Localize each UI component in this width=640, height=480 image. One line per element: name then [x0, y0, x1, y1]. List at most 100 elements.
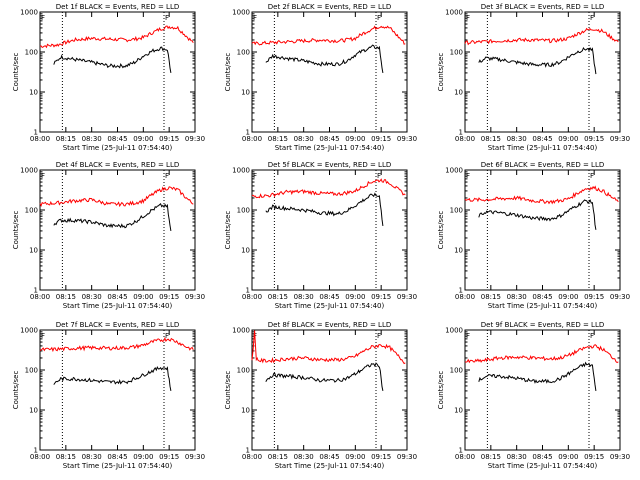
x-tick-label: 08:30: [294, 453, 314, 461]
y-tick-label: 1000: [20, 167, 38, 175]
y-tick-label: 10: [29, 407, 38, 415]
y-tick-label: 1: [459, 129, 463, 137]
panel-7: Det 7f BLACK = Events, RED = LLD 1 10 100 10…: [12, 321, 205, 470]
x-axis-label: Start Time (25-Jul-11 07:54:40): [275, 144, 385, 152]
y-tick-label: 1000: [20, 327, 38, 335]
x-axis-label: Start Time (25-Jul-11 07:54:40): [275, 302, 385, 310]
y-tick-label: 100: [450, 207, 463, 215]
flag-marker: F: [590, 332, 594, 340]
y-tick-label: 100: [237, 49, 250, 57]
y-tick-label: 1000: [232, 167, 250, 175]
x-tick-label: 08:00: [242, 293, 262, 301]
flag-marker: F: [165, 172, 169, 180]
x-tick-label: 09:00: [558, 453, 578, 461]
y-axis-label: Counts/sec: [224, 211, 232, 250]
x-tick-label: 08:45: [107, 293, 127, 301]
series-line-black: [478, 198, 597, 230]
x-tick-label: 08:15: [268, 135, 288, 143]
series-line-black: [265, 192, 384, 226]
x-tick-label: 09:30: [397, 135, 417, 143]
x-tick-label: 09:15: [584, 453, 604, 461]
x-tick-label: 08:00: [455, 135, 475, 143]
x-tick-label: 08:15: [481, 453, 501, 461]
x-tick-label: 08:45: [107, 453, 127, 461]
x-tick-label: 09:00: [345, 453, 365, 461]
panel-8: Det 8f BLACK = Events, RED = LLD 1 10 100 10…: [224, 321, 417, 470]
x-tick-label: 09:30: [610, 453, 630, 461]
series-line-black: [53, 202, 172, 231]
y-axis-label: Counts/sec: [12, 53, 20, 92]
x-tick-label: 08:15: [481, 293, 501, 301]
y-tick-label: 1: [459, 447, 463, 455]
x-tick-label: 09:00: [558, 135, 578, 143]
plot-frame: [464, 329, 621, 451]
x-tick-label: 09:30: [397, 293, 417, 301]
x-tick-label: 08:00: [30, 293, 50, 301]
y-tick-label: 100: [25, 207, 38, 215]
x-tick-label: 09:30: [185, 293, 205, 301]
x-tick-label: 08:30: [507, 293, 527, 301]
x-tick-label: 09:30: [185, 453, 205, 461]
series-line-red: [251, 25, 406, 46]
panel-title: Det 1f BLACK = Events, RED = LLD: [56, 3, 179, 11]
x-tick-label: 08:30: [507, 135, 527, 143]
series-line-black: [265, 362, 384, 392]
y-tick-label: 1000: [445, 9, 463, 17]
y-tick-label: 1: [246, 129, 250, 137]
x-tick-label: 09:00: [133, 453, 153, 461]
y-tick-label: 100: [450, 367, 463, 375]
panel-title: Det 7f BLACK = Events, RED = LLD: [56, 321, 179, 329]
y-axis-label: Counts/sec: [224, 371, 232, 410]
flag-marker: F: [466, 172, 470, 180]
x-tick-label: 08:45: [319, 453, 339, 461]
plot-frame: [251, 169, 408, 291]
flag-marker: F: [41, 332, 45, 340]
y-tick-label: 100: [237, 367, 250, 375]
x-tick-label: 08:30: [294, 293, 314, 301]
x-tick-label: 08:15: [56, 453, 76, 461]
x-tick-label: 09:15: [584, 293, 604, 301]
panel-title: Det 4f BLACK = Events, RED = LLD: [56, 161, 179, 169]
flag-marker: F: [377, 172, 381, 180]
x-tick-label: 08:00: [455, 293, 475, 301]
x-tick-label: 09:30: [397, 453, 417, 461]
y-tick-label: 10: [454, 247, 463, 255]
y-tick-label: 1000: [232, 9, 250, 17]
panel-9: Det 9f BLACK = Events, RED = LLD 1 10 100 10…: [437, 321, 630, 470]
x-tick-label: 09:30: [185, 135, 205, 143]
x-tick-label: 09:00: [133, 293, 153, 301]
plot-frame: [39, 11, 196, 133]
flag-marker: F: [41, 172, 45, 180]
flag-marker: F: [466, 14, 470, 22]
x-tick-label: 09:00: [345, 135, 365, 143]
y-axis-label: Counts/sec: [437, 53, 445, 92]
y-axis-label: Counts/sec: [12, 371, 20, 410]
x-axis-label: Start Time (25-Jul-11 07:54:40): [63, 302, 173, 310]
y-tick-label: 1000: [445, 167, 463, 175]
plot-frame: [464, 169, 621, 291]
x-tick-label: 08:30: [294, 135, 314, 143]
y-tick-label: 1: [34, 287, 38, 295]
flag-marker: F: [165, 14, 169, 22]
x-axis-label: Start Time (25-Jul-11 07:54:40): [275, 462, 385, 470]
panel-title: Det 3f BLACK = Events, RED = LLD: [481, 3, 604, 11]
x-tick-label: 09:30: [610, 135, 630, 143]
y-tick-label: 10: [29, 247, 38, 255]
x-tick-label: 09:00: [558, 293, 578, 301]
y-axis-label: Counts/sec: [437, 211, 445, 250]
x-axis-label: Start Time (25-Jul-11 07:54:40): [488, 144, 598, 152]
x-tick-label: 08:15: [481, 135, 501, 143]
y-tick-label: 1: [34, 447, 38, 455]
y-tick-label: 100: [25, 49, 38, 57]
x-axis-label: Start Time (25-Jul-11 07:54:40): [488, 462, 598, 470]
flag-marker: F: [590, 14, 594, 22]
y-tick-label: 100: [450, 49, 463, 57]
y-tick-label: 1000: [445, 327, 463, 335]
series-line-black: [53, 46, 172, 73]
flag-marker: F: [165, 332, 169, 340]
flag-marker: F: [253, 172, 257, 180]
y-tick-label: 10: [241, 89, 250, 97]
series-line-black: [478, 47, 597, 75]
x-tick-label: 09:15: [159, 453, 179, 461]
x-tick-label: 08:00: [30, 453, 50, 461]
